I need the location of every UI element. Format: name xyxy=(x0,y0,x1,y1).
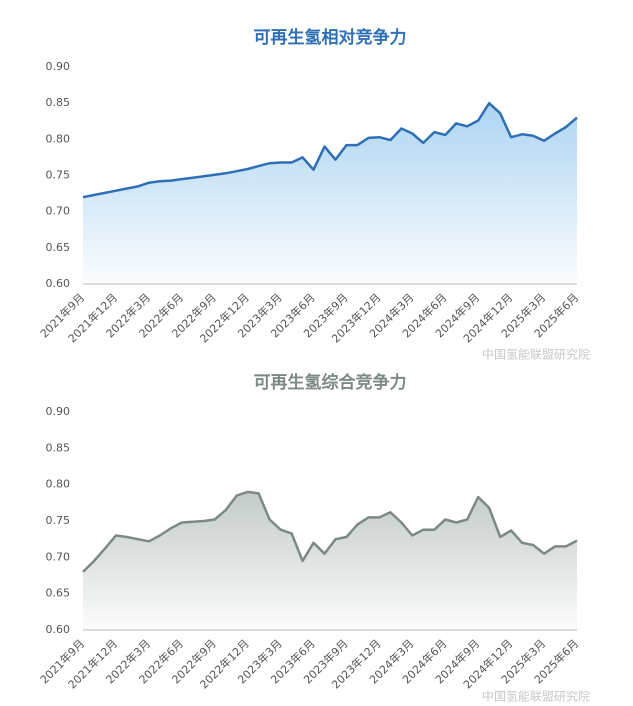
area-fill xyxy=(83,103,577,284)
line xyxy=(82,490,578,573)
y-tick-label: 0.70 xyxy=(46,550,71,563)
y-tick-label: 0.75 xyxy=(46,169,71,182)
chart-title: 可再生氢相对竞争力 xyxy=(254,27,407,48)
y-tick-label: 0.60 xyxy=(46,623,71,636)
area-fill xyxy=(83,491,577,630)
y-tick-label: 0.90 xyxy=(46,60,71,73)
y-tick-label: 0.75 xyxy=(46,514,71,527)
line xyxy=(82,101,578,199)
y-tick-label: 0.65 xyxy=(46,241,71,254)
y-tick-label: 0.85 xyxy=(46,441,71,454)
y-tick-label: 0.70 xyxy=(46,205,71,218)
y-tick-label: 0.80 xyxy=(46,132,71,145)
chart-title: 可再生氢综合竞争力 xyxy=(254,372,407,393)
y-tick-label: 0.85 xyxy=(46,96,71,109)
y-tick-label: 0.80 xyxy=(46,478,71,491)
y-tick-label: 0.90 xyxy=(46,405,71,418)
y-tick-label: 0.60 xyxy=(46,277,71,290)
y-tick-label: 0.65 xyxy=(46,587,71,600)
source: 中国氢能联盟研究院 xyxy=(482,689,590,704)
source: 中国氢能联盟研究院 xyxy=(482,347,590,362)
